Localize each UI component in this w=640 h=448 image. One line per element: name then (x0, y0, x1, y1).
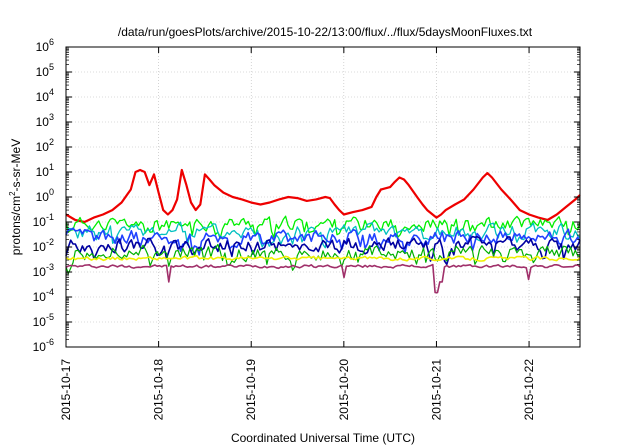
series-line-4 (65, 227, 581, 256)
series-line-5 (65, 235, 581, 266)
y-tick-label: 104 (36, 87, 54, 104)
y-axis-label: protons/cm2-s-sr-MeV (8, 139, 23, 255)
y-tick-label: 10-4 (33, 287, 54, 304)
series-line-7 (65, 255, 581, 262)
y-tick-label: 101 (36, 162, 54, 179)
x-tick-labels: 2015-10-17 2015-10-18 2015-10-19 2015-10-20… (59, 359, 536, 421)
x-tick-label: 2015-10-19 (244, 359, 258, 421)
series-line-8 (65, 263, 581, 294)
y-tick-label: 10-2 (33, 237, 54, 254)
x-tick-label: 2015-10-21 (429, 359, 443, 421)
series-line-6 (65, 243, 581, 275)
y-tick-label: 100 (36, 187, 54, 204)
series-lines (65, 168, 581, 294)
series-line-1 (65, 168, 581, 224)
chart-title: /data/run/goesPlots/archive/2015-10-22/1… (118, 25, 533, 39)
y-tick-labels: 10-6 10-5 10-4 10-3 10-2 10-1 100 101 102 103 104 1… (33, 37, 54, 354)
y-tick-label: 102 (36, 137, 54, 154)
y-tick-label: 10-6 (33, 337, 54, 354)
x-tick-label: 2015-10-20 (337, 359, 351, 421)
y-tick-label: 10-3 (33, 262, 54, 279)
x-tick-label: 2015-10-18 (152, 359, 166, 421)
axis-ticks (65, 46, 580, 348)
x-tick-label: 2015-10-17 (59, 359, 73, 421)
y-axis-label-main: protons/cm (9, 196, 23, 255)
series-line-3 (65, 221, 581, 249)
y-axis-label-rest: -s-sr-MeV (9, 139, 23, 192)
y-axis-label-exponent: 2 (8, 191, 17, 196)
y-tick-label: 10-1 (33, 212, 54, 229)
y-tick-label: 103 (36, 112, 54, 129)
y-tick-label: 105 (36, 62, 54, 79)
x-axis-label: Coordinated Universal Time (UTC) (231, 431, 415, 445)
y-tick-label: 106 (36, 37, 54, 54)
x-tick-label: 2015-10-22 (522, 359, 536, 421)
y-tick-label: 10-5 (33, 312, 54, 329)
